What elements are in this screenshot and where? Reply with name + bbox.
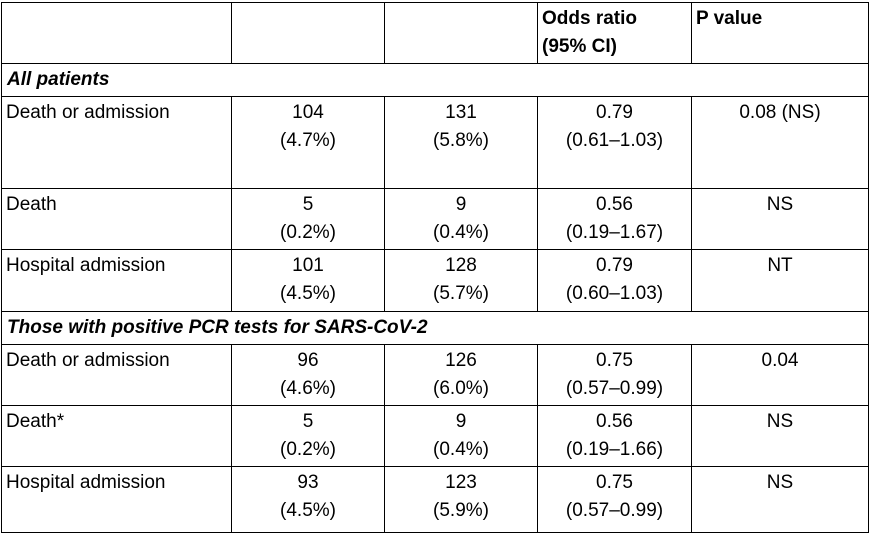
section-title: Those with positive PCR tests for SARS-C… (1, 311, 869, 345)
group2-pct: (0.4%) (433, 439, 489, 460)
group2-pct: (0.4%) (433, 222, 489, 243)
group1-pct: (4.7%) (280, 130, 336, 151)
section-title: All patients (1, 63, 869, 97)
group2-pct: (5.9%) (433, 500, 489, 521)
group2-pct: (6.0%) (433, 378, 489, 399)
odds-ratio-cell: 0.79 (0.61–1.03) (537, 96, 692, 189)
row-label: Death (1, 188, 232, 250)
group2-count: 131 (445, 102, 477, 123)
row-label: Hospital admission (1, 249, 232, 312)
col-header-odds-ratio: Odds ratio (95% CI) (537, 2, 692, 64)
group1-count: 5 (302, 411, 314, 432)
odds-ratio-value: 0.56 (596, 411, 633, 432)
odds-ratio-cell: 0.56 (0.19–1.66) (537, 405, 692, 467)
odds-ratio-cell: 0.75 (0.57–0.99) (537, 344, 692, 406)
group1-cell: 93 (4.5%) (231, 466, 385, 533)
group2-count: 126 (445, 350, 477, 371)
group1-pct: (0.2%) (280, 222, 336, 243)
col-header-empty-2 (231, 2, 385, 64)
group1-count: 101 (292, 255, 324, 276)
group1-cell: 104 (4.7%) (231, 96, 385, 189)
group1-cell: 101 (4.5%) (231, 249, 385, 312)
group1-count: 93 (297, 472, 319, 493)
col-header-empty-1 (1, 2, 232, 64)
group1-cell: 5 (0.2%) (231, 405, 385, 467)
p-value-cell: 0.04 (691, 344, 869, 406)
odds-ratio-cell: 0.56 (0.19–1.67) (537, 188, 692, 250)
group1-pct: (4.6%) (280, 378, 336, 399)
group2-pct: (5.7%) (433, 283, 489, 304)
table-row: Hospital admission 93 (4.5%) 123 (5.9%) … (1, 466, 869, 533)
odds-ratio-value: 0.75 (596, 472, 633, 493)
p-value-cell: NT (691, 249, 869, 312)
table-row: Hospital admission 101 (4.5%) 128 (5.7%)… (1, 249, 869, 312)
odds-ratio-ci: (0.19–1.67) (565, 222, 664, 243)
col-header-empty-3 (384, 2, 538, 64)
group2-cell: 126 (6.0%) (384, 344, 538, 406)
section-row-all-patients: All patients (1, 63, 869, 97)
odds-ratio-cell: 0.75 (0.57–0.99) (537, 466, 692, 533)
odds-ratio-ci: (0.60–1.03) (565, 283, 664, 304)
header-row: Odds ratio (95% CI) P value (1, 2, 869, 64)
odds-ratio-value: 0.79 (596, 255, 633, 276)
row-label: Death or admission (1, 96, 232, 189)
group2-count: 9 (455, 194, 467, 215)
group2-cell: 123 (5.9%) (384, 466, 538, 533)
row-label: Hospital admission (1, 466, 232, 533)
group1-pct: (0.2%) (280, 439, 336, 460)
group2-count: 9 (455, 411, 467, 432)
p-value-cell: NS (691, 405, 869, 467)
p-value-cell: NS (691, 466, 869, 533)
odds-ratio-value: 0.79 (596, 102, 633, 123)
table-row: Death 5 (0.2%) 9 (0.4%) 0.56 (0.19–1.67)… (1, 188, 869, 250)
odds-ratio-ci: (0.57–0.99) (565, 378, 664, 399)
group1-pct: (4.5%) (280, 283, 336, 304)
table-row: Death* 5 (0.2%) 9 (0.4%) 0.56 (0.19–1.66… (1, 405, 869, 467)
p-value-cell: 0.08 (NS) (691, 96, 869, 189)
row-label: Death* (1, 405, 232, 467)
odds-ratio-value: 0.75 (596, 350, 633, 371)
odds-ratio-ci: (0.19–1.66) (565, 439, 664, 460)
col-header-p-value: P value (691, 2, 869, 64)
table-row: Death or admission 96 (4.6%) 126 (6.0%) … (1, 344, 869, 406)
group2-cell: 9 (0.4%) (384, 188, 538, 250)
odds-ratio-value: 0.56 (596, 194, 633, 215)
odds-ratio-ci: (0.57–0.99) (565, 500, 664, 521)
group1-count: 96 (297, 350, 319, 371)
group2-count: 128 (445, 255, 477, 276)
group1-pct: (4.5%) (280, 500, 336, 521)
group2-cell: 9 (0.4%) (384, 405, 538, 467)
row-label: Death or admission (1, 344, 232, 406)
table-row: Death or admission 104 (4.7%) 131 (5.8%)… (1, 96, 869, 189)
odds-ratio-cell: 0.79 (0.60–1.03) (537, 249, 692, 312)
group1-cell: 96 (4.6%) (231, 344, 385, 406)
p-value-cell: NS (691, 188, 869, 250)
section-row-pcr-positive: Those with positive PCR tests for SARS-C… (1, 311, 869, 345)
group2-cell: 128 (5.7%) (384, 249, 538, 312)
group2-pct: (5.8%) (433, 130, 489, 151)
group1-count: 5 (302, 194, 314, 215)
group1-count: 104 (292, 102, 324, 123)
odds-ratio-ci: (0.61–1.03) (565, 130, 664, 151)
group2-cell: 131 (5.8%) (384, 96, 538, 189)
group1-cell: 5 (0.2%) (231, 188, 385, 250)
group2-count: 123 (445, 472, 477, 493)
